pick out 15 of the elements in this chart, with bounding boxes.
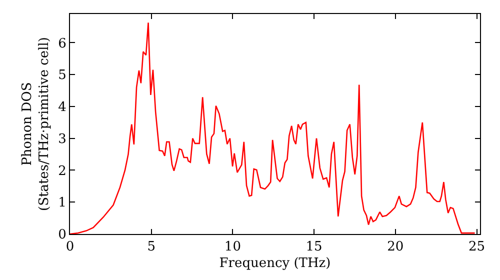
line-series [70, 22, 476, 234]
y-tick-label: 5 [58, 68, 66, 84]
x-tick-label: 15 [306, 240, 322, 255]
y-tick-label: 2 [58, 164, 66, 179]
y-tick-label: 3 [58, 132, 66, 147]
y-tick-label: 1 [58, 196, 66, 211]
x-tick-label: 20 [387, 240, 404, 255]
x-tick-label: 5 [147, 240, 156, 255]
y-axis-title: Phonon DOS (States/THz·primitive cell) [20, 36, 52, 212]
x-tick-label: 10 [224, 240, 241, 255]
y-tick-label: 4 [58, 100, 66, 116]
y-tick-label: 6 [58, 36, 66, 52]
y-tick-label: 0 [58, 228, 66, 243]
x-axis-title: Frequency (THz) [219, 256, 331, 272]
x-tick-label: 25 [468, 240, 486, 255]
